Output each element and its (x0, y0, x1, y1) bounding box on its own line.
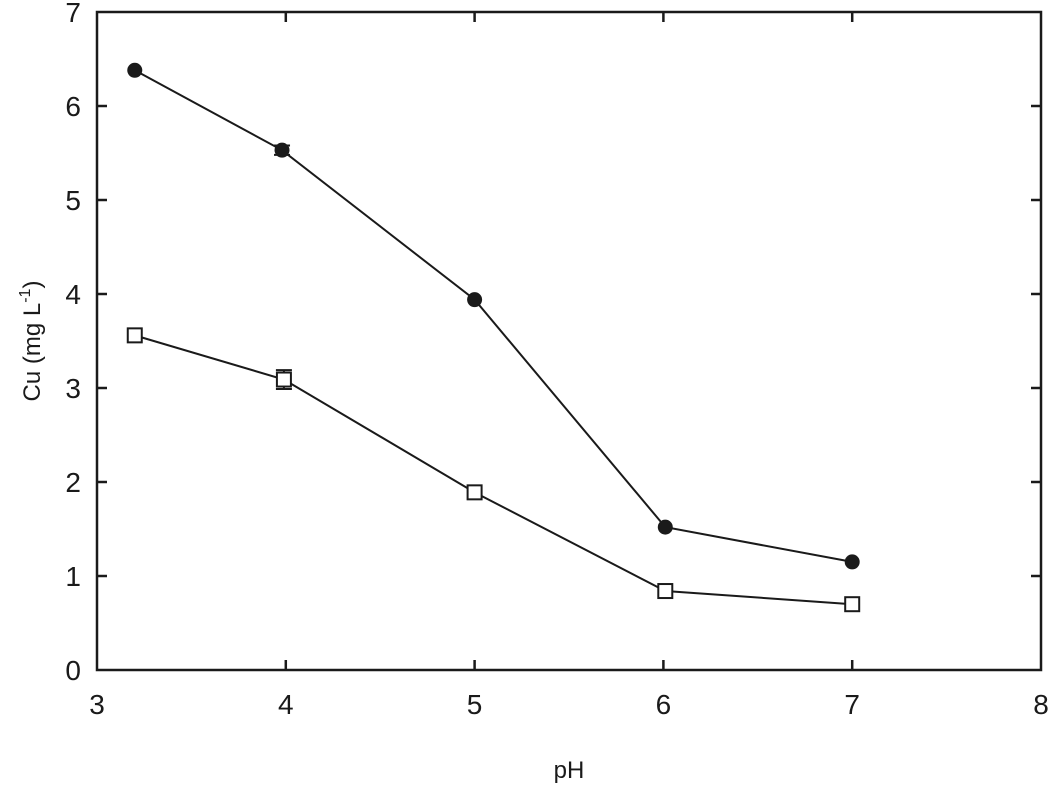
y-tick-label: 5 (65, 185, 81, 216)
y-tick-label: 3 (65, 373, 81, 404)
axis-ticks (97, 12, 1041, 670)
series-open-square (126, 327, 861, 613)
x-tick-labels: 3 4 5 6 7 8 (89, 689, 1049, 720)
y-tick-label: 1 (65, 561, 81, 592)
plot-frame (95, 10, 1043, 672)
x-tick-label: 3 (89, 689, 105, 720)
data-point-circle (127, 62, 143, 78)
data-point-circle (844, 554, 860, 570)
data-point-square (126, 327, 143, 344)
data-point-square (844, 596, 861, 613)
data-point-circle (657, 519, 673, 535)
y-tick-label: 2 (65, 467, 81, 498)
x-tick-label: 6 (656, 689, 672, 720)
x-tick-label: 7 (844, 689, 860, 720)
y-tick-label: 0 (65, 655, 81, 686)
data-point-square (657, 583, 674, 600)
series-line (134, 334, 853, 606)
data-point-circle (274, 142, 290, 158)
data-point-square (275, 371, 292, 388)
y-tick-labels: 0 1 2 3 4 5 6 7 (65, 0, 81, 686)
series-filled-circle (127, 62, 860, 570)
y-tick-label: 6 (65, 91, 81, 122)
x-tick-label: 4 (278, 689, 294, 720)
x-tick-label: 5 (467, 689, 483, 720)
y-axis-label: Cu (mg L-1) (17, 281, 46, 402)
data-point-square (466, 484, 483, 501)
y-tick-label: 7 (65, 0, 81, 28)
x-axis-label: pH (554, 757, 585, 784)
data-point-circle (467, 292, 483, 308)
series-line (134, 69, 853, 563)
x-tick-label: 8 (1033, 689, 1049, 720)
series-layer (126, 62, 861, 613)
y-tick-label: 4 (65, 279, 81, 310)
